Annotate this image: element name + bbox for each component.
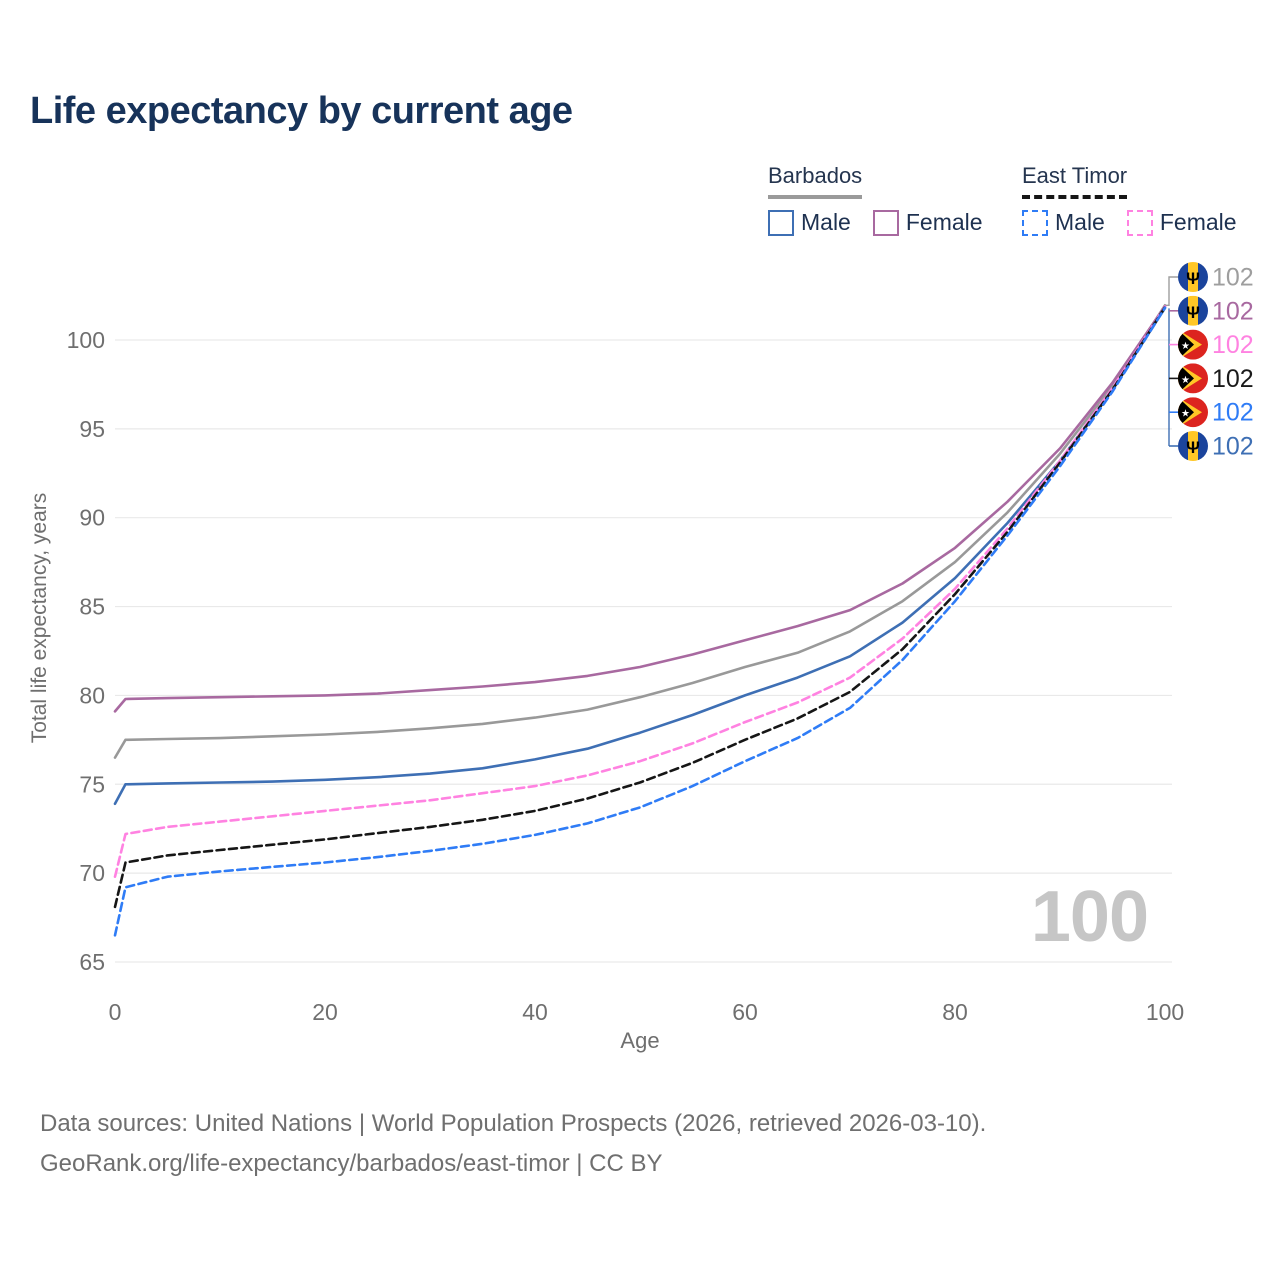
legend-swatch-icon	[1126, 209, 1153, 236]
y-tick-label-95: 95	[79, 416, 105, 442]
x-tick-label-60: 60	[732, 999, 758, 1025]
legend-item-label: Male	[801, 209, 851, 235]
legend-items-east-timor: Male Female	[1022, 209, 1237, 236]
svg-text:Ψ: Ψ	[1186, 438, 1200, 457]
leader-line-top	[1166, 276, 1178, 306]
legend-item-label: Male	[1055, 209, 1105, 235]
age-watermark: 100	[1030, 877, 1149, 957]
series-line-barbados-male	[113, 306, 1167, 806]
page-title: Life expectancy by current age	[30, 90, 573, 132]
legend-item-barbados-male[interactable]: Male	[768, 209, 851, 236]
x-axis-title: Age	[620, 1028, 659, 1053]
barbados-flag-icon: Ψ	[1178, 262, 1208, 292]
legend-group-barbados: Barbados Male Female	[768, 163, 983, 236]
legend: Barbados Male Female East Timor Male	[0, 163, 1280, 243]
legend-group-title-barbados: Barbados	[768, 163, 863, 199]
barbados-flag-icon: Ψ	[1178, 431, 1208, 461]
y-tick-label-100: 100	[67, 327, 105, 353]
footer-data-sources: Data sources: United Nations | World Pop…	[40, 1110, 987, 1137]
end-value-label-barbados-female: 102	[1212, 297, 1254, 325]
series-line-east-timor-male	[113, 306, 1167, 937]
legend-item-label: Female	[905, 209, 983, 235]
legend-item-label: Female	[1159, 209, 1237, 235]
legend-items-barbados: Male Female	[768, 209, 983, 236]
x-tick-label-20: 20	[312, 999, 338, 1025]
y-tick-label-90: 90	[79, 505, 105, 531]
svg-text:★: ★	[1181, 409, 1190, 420]
legend-swatch-icon	[872, 209, 899, 236]
end-value-label-east-timor-male: 102	[1212, 399, 1254, 427]
series-line-barbados-all	[113, 303, 1167, 759]
end-value-label-east-timor-all: 102	[1212, 365, 1254, 393]
legend-swatch-icon	[768, 209, 794, 236]
legend-swatch-icon	[1022, 209, 1048, 236]
y-tick-label-75: 75	[79, 771, 105, 797]
east-timor-flag-icon: ★	[1178, 397, 1208, 428]
legend-group-title-east-timor: East Timor	[1022, 163, 1128, 199]
east-timor-flag-icon: ★	[1178, 363, 1208, 394]
y-tick-label-80: 80	[79, 682, 105, 708]
svg-text:★: ★	[1181, 341, 1190, 352]
legend-item-east-timor-male[interactable]: Male	[1022, 209, 1105, 236]
svg-text:★: ★	[1181, 375, 1190, 386]
east-timor-flag-icon: ★	[1178, 329, 1208, 360]
x-tick-label-40: 40	[522, 999, 548, 1025]
barbados-flag-icon: Ψ	[1178, 295, 1208, 326]
y-tick-label-65: 65	[79, 949, 105, 975]
x-tick-label-100: 100	[1146, 999, 1184, 1025]
y-tick-label-70: 70	[79, 860, 105, 886]
end-value-label-barbados-all: 102	[1212, 264, 1254, 292]
legend-group-east-timor: East Timor Male Female	[1022, 163, 1237, 236]
series-line-east-timor-all	[113, 305, 1167, 909]
series-line-barbados-female	[113, 304, 1167, 713]
end-value-label-barbados-male: 102	[1212, 433, 1254, 461]
y-axis-title: Total life expectancy, years	[28, 493, 51, 744]
legend-item-east-timor-female[interactable]: Female	[1126, 209, 1237, 236]
x-tick-label-0: 0	[109, 999, 122, 1025]
footer-attribution: GeoRank.org/life-expectancy/barbados/eas…	[40, 1150, 663, 1177]
y-tick-label-85: 85	[79, 594, 105, 620]
series-line-east-timor-female	[113, 305, 1167, 879]
svg-text:Ψ: Ψ	[1186, 269, 1200, 288]
x-tick-label-80: 80	[942, 999, 968, 1025]
svg-text:Ψ: Ψ	[1186, 303, 1200, 322]
end-value-label-east-timor-female: 102	[1212, 331, 1254, 359]
footer: Data sources: United Nations | World Pop…	[40, 1104, 1240, 1184]
legend-item-barbados-female[interactable]: Female	[872, 209, 983, 236]
